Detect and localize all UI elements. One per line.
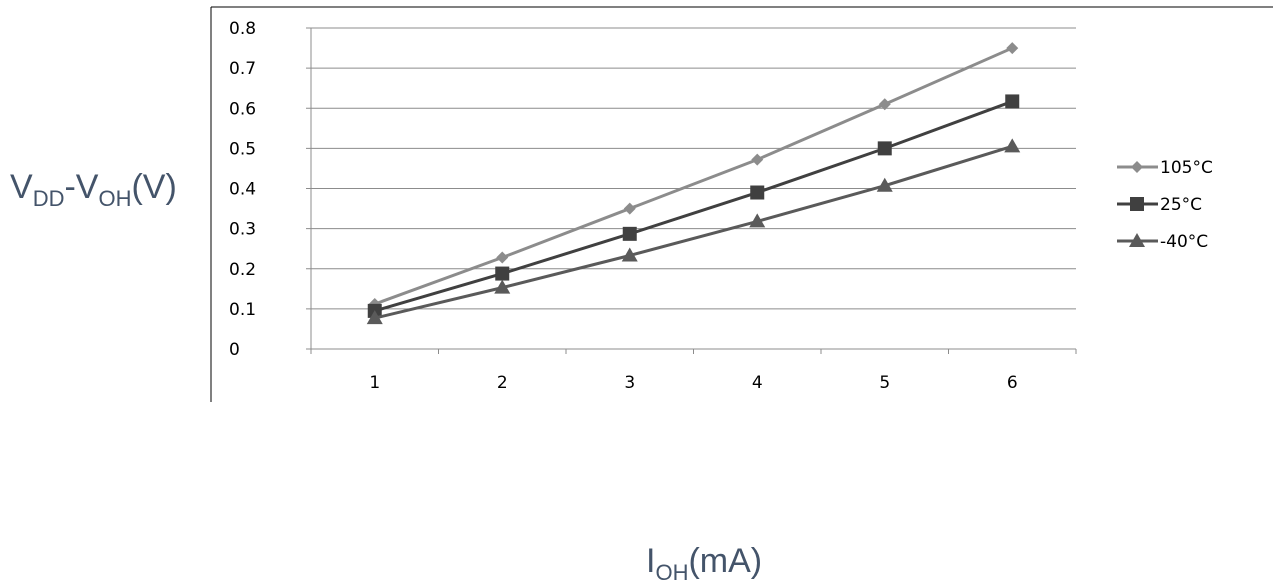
y-tick-label: 0.7 [229, 59, 256, 79]
y-axis-title: VDD-VOH(V) [10, 168, 177, 211]
series-line [374, 100, 1013, 313]
series-2 [367, 94, 1020, 318]
data-point [496, 251, 509, 264]
legend-label: 25°C [1160, 195, 1202, 215]
x-axis [310, 28, 1077, 354]
data-point [877, 141, 892, 156]
x-axis-title: IOH(mA) [646, 542, 763, 585]
y-tick-labels: 0 0.1 0.2 0.3 0.4 0.5 0.6 0.7 0.8 [229, 19, 256, 360]
legend-label: -40°C [1160, 232, 1208, 252]
x-tick-label: 1 [369, 373, 380, 393]
data-point [750, 185, 765, 200]
data-point [366, 310, 383, 325]
legend-item: 105°C [1117, 158, 1213, 178]
data-point [876, 177, 893, 192]
x-tick-labels: 1 2 3 4 5 6 [369, 373, 1017, 393]
data-point [494, 279, 511, 294]
y-tick-label: 0.6 [229, 99, 256, 119]
y-tick-label: 0.1 [229, 300, 256, 320]
legend-marker [1131, 161, 1143, 173]
series-line [374, 144, 1013, 320]
y-tick-label: 0.2 [229, 260, 256, 280]
data-point [751, 153, 764, 166]
y-tick-label: 0.8 [229, 19, 256, 39]
data-point [1006, 42, 1019, 55]
legend-marker [1130, 197, 1144, 211]
y-tick-label: 0.5 [229, 139, 256, 159]
y-tick-label: 0.4 [229, 180, 256, 200]
data-point [621, 247, 638, 262]
x-tick-label: 6 [1007, 373, 1018, 393]
legend-item: -40°C [1117, 232, 1208, 252]
data-point [1004, 138, 1021, 153]
legend: 105°C 25°C -40°C [1117, 158, 1213, 252]
legend-label: 105°C [1160, 158, 1213, 178]
data-point [495, 266, 510, 281]
data-point [622, 226, 637, 241]
series-line [374, 46, 1013, 306]
series-group [366, 42, 1021, 325]
series-3 [366, 138, 1021, 325]
y-tick-label: 0 [229, 340, 240, 360]
legend-marker [1129, 233, 1145, 247]
x-tick-label: 3 [624, 373, 635, 393]
data-point [878, 98, 891, 111]
x-tick-label: 2 [497, 373, 508, 393]
data-point [1005, 94, 1020, 109]
x-tick-label: 5 [879, 373, 890, 393]
gridlines [306, 27, 1076, 350]
data-point [623, 202, 636, 215]
y-tick-label: 0.3 [229, 220, 256, 240]
x-tick-label: 4 [752, 373, 763, 393]
data-point [749, 213, 766, 228]
legend-item: 25°C [1117, 195, 1202, 215]
